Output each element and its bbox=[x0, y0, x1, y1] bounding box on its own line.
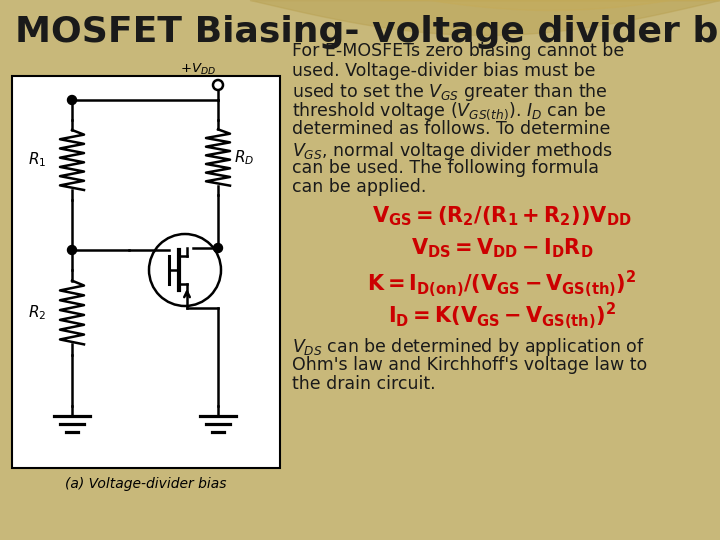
Text: used to set the $V_{GS}$ greater than the: used to set the $V_{GS}$ greater than th… bbox=[292, 81, 608, 103]
Text: $V_{DS}$ can be determined by application of: $V_{DS}$ can be determined by applicatio… bbox=[292, 336, 644, 358]
Text: $R_D$: $R_D$ bbox=[234, 148, 254, 167]
Text: $R_2$: $R_2$ bbox=[28, 303, 46, 322]
Text: $\mathbf{V_{GS} = (R_2 / (R_1+R_2))V_{DD}}$: $\mathbf{V_{GS} = (R_2 / (R_1+R_2))V_{DD… bbox=[372, 204, 631, 227]
Circle shape bbox=[214, 244, 222, 253]
Bar bbox=[12, 76, 280, 468]
Text: (a) Voltage-divider bias: (a) Voltage-divider bias bbox=[66, 477, 227, 491]
Text: $R_1$: $R_1$ bbox=[27, 151, 46, 170]
Text: MOSFET Biasing- voltage divider bias: MOSFET Biasing- voltage divider bias bbox=[15, 15, 720, 49]
Circle shape bbox=[68, 96, 76, 105]
Text: For E-MOSFETs zero biasing cannot be: For E-MOSFETs zero biasing cannot be bbox=[292, 42, 624, 60]
Text: $\mathbf{I_D = K(V_{GS} -V_{GS(th)})^2}$: $\mathbf{I_D = K(V_{GS} -V_{GS(th)})^2}$ bbox=[388, 300, 616, 330]
Text: determined as follows. To determine: determined as follows. To determine bbox=[292, 120, 611, 138]
Text: Ohm's law and Kirchhoff's voltage law to: Ohm's law and Kirchhoff's voltage law to bbox=[292, 355, 647, 374]
Text: can be applied.: can be applied. bbox=[292, 179, 426, 197]
Text: $V_{GS}$, normal voltage divider methods: $V_{GS}$, normal voltage divider methods bbox=[292, 139, 613, 161]
Text: used. Voltage-divider bias must be: used. Voltage-divider bias must be bbox=[292, 62, 595, 79]
Text: the drain circuit.: the drain circuit. bbox=[292, 375, 436, 393]
Text: $+V_{DD}$: $+V_{DD}$ bbox=[180, 62, 216, 77]
Text: can be used. The following formula: can be used. The following formula bbox=[292, 159, 599, 177]
Text: $\mathbf{V_{DS} = V_{DD} - I_D R_D}$: $\mathbf{V_{DS} = V_{DD} - I_D R_D}$ bbox=[411, 236, 593, 260]
Circle shape bbox=[68, 246, 76, 254]
Text: threshold voltage ($V_{GS(th)}$). $I_D$ can be: threshold voltage ($V_{GS(th)}$). $I_D$ … bbox=[292, 100, 606, 122]
Text: $\mathbf{K = I_{D(on)}/(V_{GS} - V_{GS(th)})^2}$: $\mathbf{K = I_{D(on)}/(V_{GS} - V_{GS(t… bbox=[367, 268, 636, 299]
